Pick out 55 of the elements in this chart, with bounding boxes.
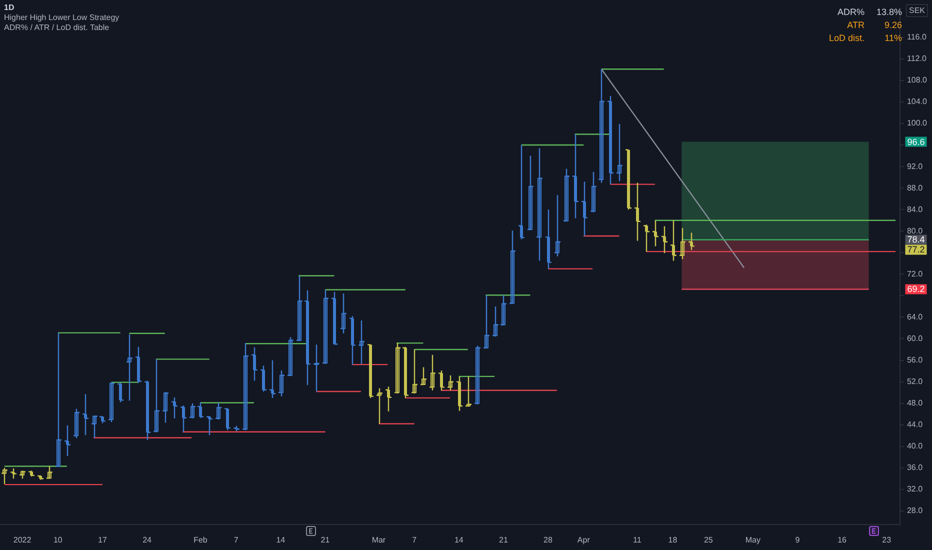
y-tick-label: 80.0 [906,226,924,236]
annotation: 11% [884,32,902,45]
x-tick-label: 23 [882,535,892,544]
y-tick-label: 72.0 [906,269,924,278]
x-tick-label: Mar [372,535,386,544]
x-tick-label: 9 [795,535,800,544]
y-tick-label: 104.0 [906,97,928,106]
x-tick-label: 25 [704,535,714,544]
x-tick-label: 2022 [13,535,32,544]
y-tick-label: 108.0 [906,76,928,85]
y-tick-label: 88.0 [906,183,924,192]
x-tick-label: 14 [454,535,464,544]
x-tick-label: 21 [320,535,330,544]
y-tick-label: 32.0 [906,484,924,494]
annotation: 13.8% [876,6,902,19]
y-tick-label: 100.0 [906,118,928,128]
y-tick-label: 112.0 [906,54,927,64]
annotation: ADR% / ATR / LoD dist. Table [4,23,110,33]
x-tick-label: 14 [276,535,286,544]
x-tick-label: Feb [194,535,208,544]
y-tick-label: 48.0 [906,398,924,408]
text: Higher High Lower Low Strategy [4,13,120,23]
x-tick-label: 24 [142,535,152,544]
y-tick-label: 44.0 [906,420,924,430]
y-axis-title: SEK [906,4,928,17]
y-tick-label: 64.0 [906,312,924,322]
x-tick-label: 28 [544,535,554,544]
annotation: 9.26 [883,19,902,32]
x-tick-label: 7 [234,535,239,544]
x-tick-label: 7 [412,535,418,544]
x-tick-label: 10 [53,535,63,544]
y-tick-label: 84.0 [906,204,924,214]
text: 96.6 [907,136,925,147]
x-tick-label: Apr [577,535,590,544]
text: 78.4 [907,234,925,245]
text: 77.2 [907,244,925,255]
x-tick-label: 17 [98,535,108,544]
x-tick-label: May [745,535,761,544]
x-tick-label: 11 [632,535,642,544]
text: 69.2 [907,284,925,294]
y-tick-label: 52.0 [906,377,924,386]
y-tick-label: 56.0 [906,355,924,364]
y-tick-label: 92.0 [906,162,924,171]
annotation: LoD dist. [828,32,864,45]
y-tick-label: 40.0 [906,442,924,451]
annotation: ADR% [836,6,864,19]
y-tick-label: 116.0 [906,32,927,42]
x-tick-label: 16 [838,535,848,544]
x-tick-label: 21 [499,535,508,544]
annotation: ATR [846,19,864,32]
x-tick-label: 18 [668,535,678,544]
y-tick-label: 60.0 [906,334,924,343]
chart-title: 1D [4,3,16,13]
y-tick-label: 28.0 [906,506,924,516]
y-tick-label: 36.0 [906,463,924,472]
